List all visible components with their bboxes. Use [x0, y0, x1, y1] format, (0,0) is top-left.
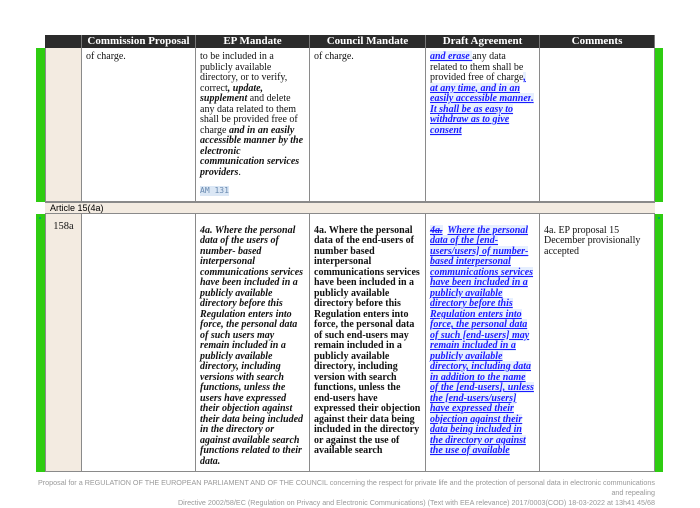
header-comments: Comments: [540, 35, 655, 48]
status-bar-left: [36, 213, 45, 472]
status-bar-left: [36, 48, 45, 202]
amended-text: and in an easily accessible manner by th…: [200, 124, 304, 178]
header-council-mandate: Council Mandate: [310, 35, 426, 48]
ep-mandate-text: to be included in a publicly available d…: [200, 51, 305, 178]
ep-mandate-cell: 4a. Where the personal data of the users…: [196, 213, 310, 472]
header-row: Commission Proposal EP Mandate Council M…: [36, 35, 663, 48]
comparison-table: Commission Proposal EP Mandate Council M…: [36, 35, 663, 508]
status-bar-right: [655, 213, 663, 472]
marker-icon: [39, 216, 41, 219]
comments-cell: 4a. EP proposal 15 December provisionall…: [540, 213, 655, 472]
marker-icon: [658, 216, 660, 219]
header-draft-agreement: Draft Agreement: [426, 35, 540, 48]
text-run: any data related to them shall be provid…: [430, 51, 524, 83]
header-number: [45, 35, 82, 48]
footer-line-1: Proposal for a REGULATION OF THE EUROPEA…: [37, 478, 655, 497]
amended-text: , update, supplement: [200, 82, 264, 104]
table-row: 158a 4a. Where the personal data of the …: [36, 213, 663, 472]
status-bar-right: [655, 48, 663, 202]
council-cell: 4a. Where the personal data of the end-u…: [310, 213, 426, 472]
row-number: [45, 48, 82, 202]
footer: Proposal for a REGULATION OF THE EUROPEA…: [36, 478, 663, 508]
deleted-text: 4a.: [430, 224, 443, 236]
commission-cell: of charge.: [82, 48, 196, 202]
article-label: Article 15(4a): [45, 201, 655, 214]
amendment-reference[interactable]: AM 131: [200, 186, 229, 196]
table-row: of charge. to be included in a publicly …: [36, 48, 663, 202]
comments-cell: [540, 48, 655, 202]
inserted-text: Where the personal data of the [end-user…: [430, 224, 534, 456]
footer-line-2: Directive 2002/58/EC (Regulation on Priv…: [177, 498, 655, 507]
header-ep-mandate: EP Mandate: [196, 35, 310, 48]
text-run: and delete any data related to them shal…: [200, 93, 298, 136]
council-cell: of charge.: [310, 48, 426, 202]
inserted-text: and erase: [430, 51, 473, 62]
row-number: 158a: [45, 213, 82, 472]
draft-agreement-cell: and erase any data related to them shall…: [426, 48, 540, 202]
article-row: Article 15(4a): [36, 201, 663, 214]
ep-mandate-cell: to be included in a publicly available d…: [196, 48, 310, 202]
header-commission-proposal: Commission Proposal: [82, 35, 196, 48]
commission-cell: [82, 213, 196, 472]
text-run: .: [238, 166, 241, 178]
text-run: to be included in a publicly available d…: [200, 51, 288, 94]
draft-agreement-cell: 4a. Where the personal data of the [end-…: [426, 213, 540, 472]
